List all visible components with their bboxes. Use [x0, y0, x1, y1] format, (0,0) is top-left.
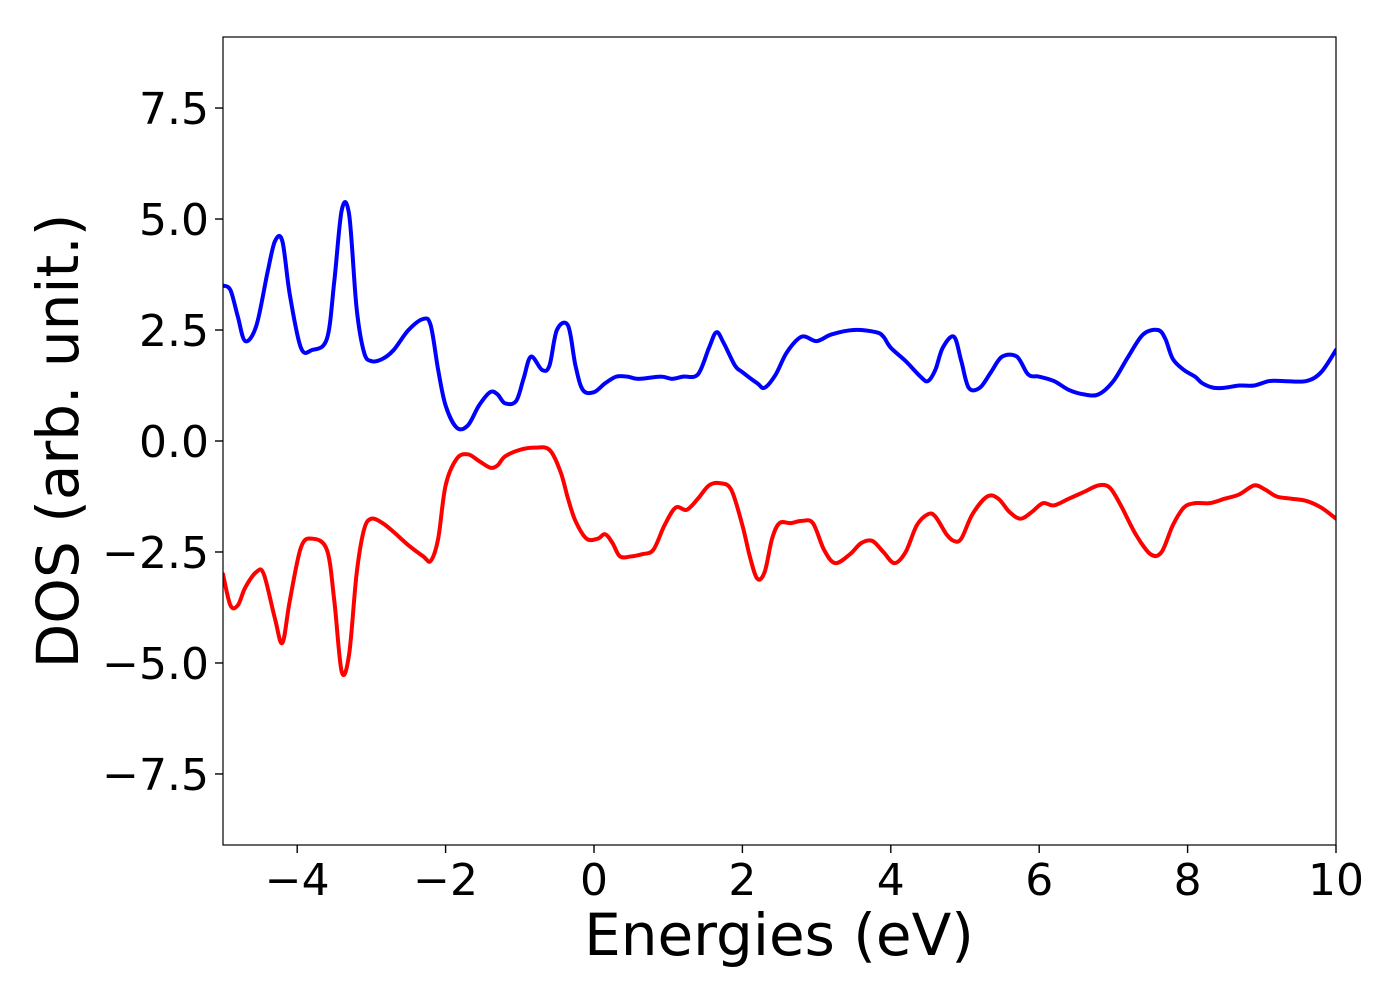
- y-tick-label: −7.5: [102, 750, 209, 801]
- x-tick-label: 8: [1174, 855, 1202, 906]
- y-tick-label: 2.5: [139, 306, 209, 357]
- spin-up-dos-line: [223, 200, 1336, 432]
- y-axis-label: DOS (arb. unit.): [24, 214, 92, 669]
- series-layer: [223, 200, 1336, 678]
- x-tick-label: 4: [877, 855, 905, 906]
- y-tick-label: −5.0: [102, 639, 209, 690]
- x-axis-label: Energies (eV): [584, 901, 974, 969]
- x-tick-label: 6: [1025, 855, 1053, 906]
- spin-down-dos-line: [223, 445, 1336, 678]
- x-tick-label: 10: [1308, 855, 1364, 906]
- x-axis-ticks: −4 −2 0 2 4 6 8 10: [265, 845, 1364, 906]
- x-tick-label: −4: [265, 855, 330, 906]
- x-tick-label: −2: [413, 855, 478, 906]
- y-tick-label: 0.0: [139, 417, 209, 468]
- y-tick-label: 5.0: [139, 195, 209, 246]
- x-tick-label: 0: [580, 855, 608, 906]
- x-tick-label: 2: [728, 855, 756, 906]
- y-tick-label: 7.5: [139, 84, 209, 135]
- plot-frame: [222, 36, 1337, 846]
- y-axis-ticks: −7.5 −5.0 −2.5 0.0 2.5 5.0 7.5: [102, 84, 223, 801]
- y-tick-label: −2.5: [102, 528, 209, 579]
